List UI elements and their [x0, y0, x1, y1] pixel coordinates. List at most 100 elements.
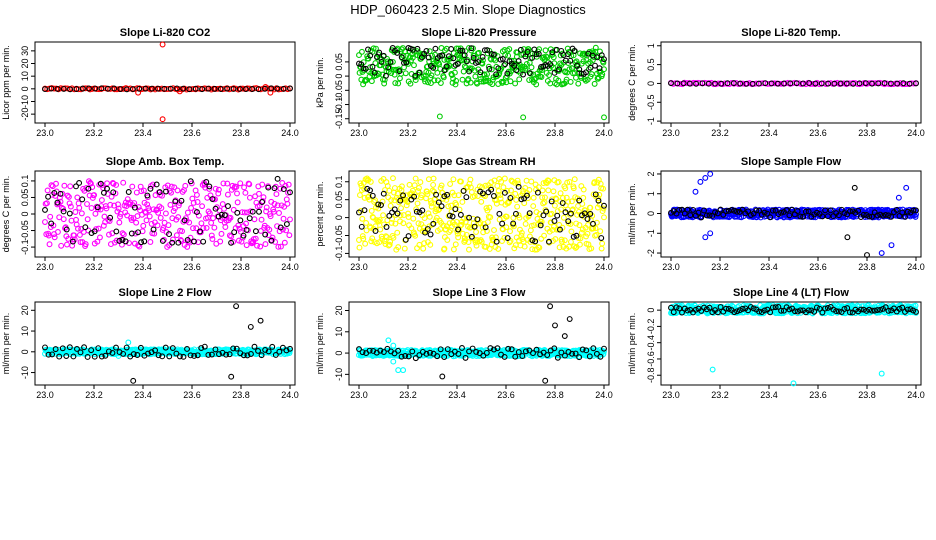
x-tick-label: 23.0 — [662, 262, 680, 272]
x-tick-label: 24.0 — [281, 262, 299, 272]
data-point — [556, 244, 563, 251]
data-point — [888, 242, 895, 249]
data-point — [433, 191, 440, 198]
data-point — [261, 85, 268, 92]
data-point — [251, 343, 258, 350]
data-point — [475, 193, 481, 199]
data-point — [477, 219, 484, 226]
data-point — [522, 220, 529, 227]
data-point — [561, 237, 568, 244]
data-point — [498, 65, 505, 72]
data-point — [576, 197, 583, 204]
data-point — [600, 205, 607, 212]
data-point — [122, 238, 129, 245]
data-point — [452, 81, 459, 88]
data-point — [375, 201, 382, 208]
x-tick-label: 23.6 — [497, 390, 515, 400]
data-point — [237, 217, 244, 224]
data-point — [787, 80, 794, 87]
data-point — [168, 183, 175, 190]
data-point — [81, 344, 88, 351]
data-point — [389, 209, 395, 216]
data-point — [378, 58, 385, 65]
data-point — [684, 206, 691, 213]
data-point — [366, 196, 373, 203]
data-point — [246, 181, 253, 188]
data-point — [135, 229, 141, 236]
data-point — [247, 323, 254, 330]
x-tick-label: 23.4 — [760, 390, 778, 400]
data-point — [488, 186, 495, 193]
data-point — [510, 214, 517, 221]
data-point — [793, 80, 800, 87]
data-point — [430, 181, 437, 188]
data-point — [128, 230, 135, 237]
data-point — [94, 204, 101, 211]
data-point — [467, 176, 474, 183]
data-point — [561, 333, 568, 340]
data-point — [277, 185, 284, 192]
data-point — [362, 65, 369, 72]
data-point — [526, 70, 533, 77]
data-point — [413, 206, 420, 213]
data-point — [387, 202, 394, 209]
data-point — [693, 80, 700, 87]
data-point — [424, 191, 431, 198]
data-point — [523, 61, 530, 67]
data-point — [494, 191, 501, 198]
data-point — [806, 80, 813, 87]
data-point — [486, 65, 493, 72]
data-point — [85, 185, 92, 192]
data-point — [470, 55, 477, 61]
data-point — [280, 186, 287, 193]
data-point — [135, 242, 142, 249]
data-point — [173, 350, 180, 357]
y-tick-label: -0.15 — [334, 108, 344, 129]
data-point — [874, 212, 881, 219]
data-point — [104, 191, 111, 197]
data-point — [538, 235, 545, 242]
data-point — [104, 85, 111, 92]
data-point — [812, 80, 819, 87]
data-point — [587, 204, 594, 211]
data-point — [271, 185, 278, 192]
data-point — [910, 207, 917, 214]
data-point — [501, 175, 508, 182]
panel-4: Slope Gas Stream RH 23.0 23.2 23.4 23.6 23.8 2… — [315, 156, 613, 272]
data-point — [680, 80, 687, 87]
data-point — [143, 217, 150, 224]
data-point — [84, 354, 91, 360]
data-point — [277, 224, 284, 231]
data-point — [600, 185, 607, 192]
data-point — [567, 57, 574, 64]
data-point — [193, 191, 200, 198]
data-point — [498, 178, 505, 185]
data-point — [137, 344, 144, 351]
data-point — [281, 239, 288, 246]
data-point — [131, 240, 138, 247]
data-point — [142, 85, 149, 92]
data-point — [422, 78, 429, 85]
data-point — [904, 208, 911, 215]
data-point — [483, 227, 490, 234]
data-point — [699, 80, 706, 87]
data-point — [580, 58, 587, 65]
y-tick-label: 0 — [20, 349, 30, 354]
data-point — [146, 213, 153, 220]
data-point — [764, 210, 771, 217]
data-point — [846, 208, 853, 215]
data-point — [197, 228, 204, 235]
data-point — [432, 45, 439, 52]
data-point — [49, 351, 56, 358]
x-tick-label: 24.0 — [907, 390, 925, 400]
data-point — [461, 52, 468, 59]
data-point — [428, 203, 435, 210]
data-point — [714, 210, 721, 217]
y-tick-label: 20 — [20, 305, 30, 315]
data-point — [380, 190, 387, 197]
data-point — [697, 178, 704, 185]
data-point — [557, 190, 564, 197]
data-point — [394, 210, 401, 217]
data-point — [100, 222, 107, 229]
x-tick-label: 23.8 — [858, 128, 876, 138]
